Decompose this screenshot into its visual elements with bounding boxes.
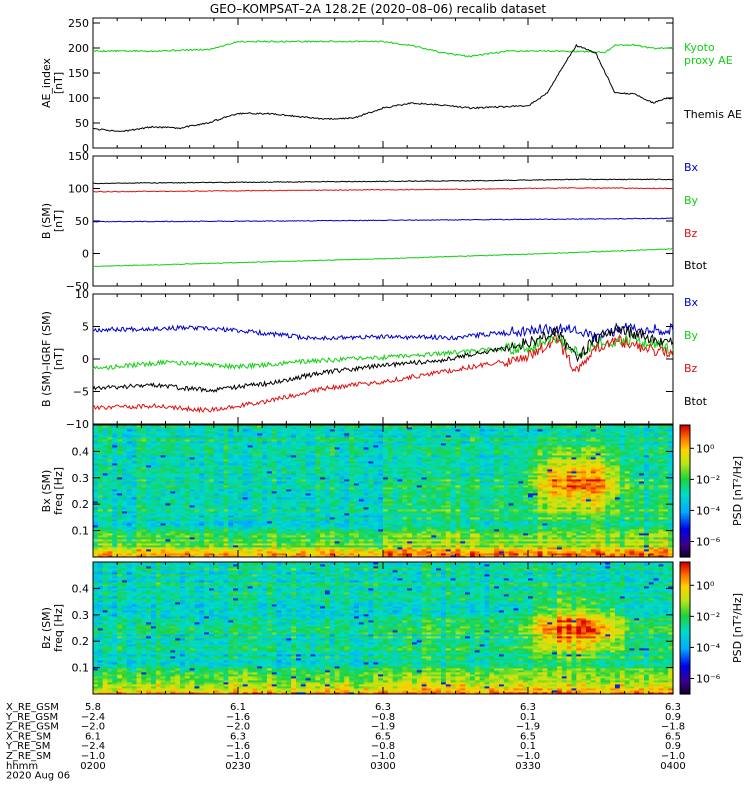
y-tick-label: 100 <box>68 92 89 105</box>
panel-bx_psd: 0.10.20.30.4Bx (SM)freq [Hz]10⁰10⁻²10⁻⁴1… <box>40 425 744 558</box>
series-line-themis-ae <box>93 45 673 132</box>
legend-themis-ae: Themis AE <box>683 108 742 121</box>
y-tick-label: −10 <box>66 418 89 431</box>
series-line-btot <box>93 179 673 184</box>
y-axis-title: [nT] <box>52 348 65 370</box>
legend-bz: Bz <box>684 362 698 375</box>
y-axis-title: [nT] <box>52 210 65 232</box>
y-tick-label: 0 <box>82 248 89 261</box>
y-tick-label: 150 <box>68 150 89 163</box>
legend-kyoto-proxy-ae: Kyoto <box>684 41 715 54</box>
legend-bz: Bz <box>684 227 698 240</box>
legend-bx: Bx <box>684 296 699 309</box>
legend-btot: Btot <box>684 395 708 408</box>
figure-title: GEO–KOMPSAT–2A 128.2E (2020–08–06) recal… <box>210 2 546 16</box>
figure-canvas: GEO–KOMPSAT–2A 128.2E (2020–08–06) recal… <box>0 0 750 800</box>
y-tick-label: 10 <box>75 288 89 301</box>
psd-cells <box>93 425 674 557</box>
series-line-bx <box>93 218 673 222</box>
legend-kyoto-proxy-ae: proxy AE <box>684 54 733 67</box>
series-line-bz <box>93 188 673 192</box>
legend-btot: Btot <box>684 259 708 272</box>
y-tick-label: 50 <box>75 117 89 130</box>
series-line-bx <box>93 323 673 342</box>
figure: GEO–KOMPSAT–2A 128.2E (2020–08–06) recal… <box>0 0 750 800</box>
y-tick-label: 0 <box>82 353 89 366</box>
y-tick-label: 150 <box>68 67 89 80</box>
y-tick-label: 5 <box>82 321 89 334</box>
y-tick-label: −5 <box>73 386 89 399</box>
y-tick-label: 250 <box>68 17 89 30</box>
legend-by: By <box>684 194 699 207</box>
series-line-by <box>93 249 673 267</box>
panel-frame <box>93 156 673 286</box>
legend-bx: Bx <box>684 161 699 174</box>
y-tick-label: 200 <box>68 42 89 55</box>
y-axis-title: [nT] <box>52 72 65 94</box>
series-line-bz <box>93 335 673 412</box>
legend-by: By <box>684 329 699 342</box>
y-tick-label: 100 <box>68 183 89 196</box>
y-tick-label: 50 <box>75 215 89 228</box>
